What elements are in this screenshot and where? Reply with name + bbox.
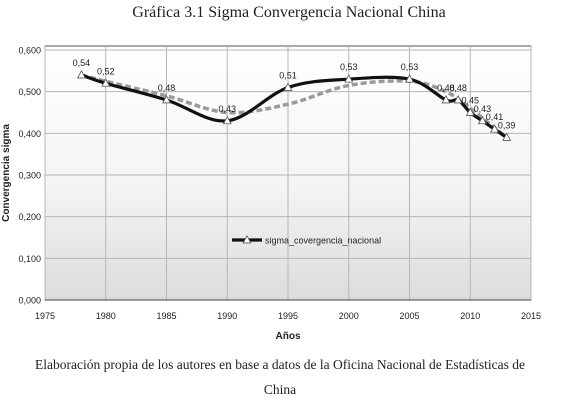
y-tick-label: 0,200: [18, 212, 41, 222]
y-tick-label: 0,500: [18, 87, 41, 97]
x-axis-label: Años: [276, 331, 301, 342]
data-labels: 0,540,520,480,430,510,53 0,530,480,480,45…: [73, 58, 516, 131]
data-point-marker: [162, 94, 171, 104]
line-chart: 0,000 0,100 0,200 0,300 0,400 0,500 0,600 1975 1…: [1, 45, 541, 342]
x-tick-label: 1990: [217, 311, 237, 321]
data-label: 0,51: [279, 71, 297, 81]
data-label: 0,39: [498, 121, 516, 131]
data-point-marker: [502, 132, 512, 141]
chart-title: Gráfica 3.1 Sigma Convergencia Nacional …: [132, 4, 446, 21]
y-axis-label: Convergencia sigma: [1, 124, 12, 222]
y-tick-label: 0,300: [18, 171, 41, 181]
data-point-marker: [77, 69, 86, 79]
data-point-marker: [441, 94, 451, 104]
data-point-marker: [101, 78, 111, 87]
series-line: [77, 69, 512, 141]
data-label: 0,48: [437, 83, 455, 93]
data-label: 0,54: [73, 58, 91, 68]
legend-label: sigma_covergencia_nacional: [265, 236, 381, 246]
data-label: 0,48: [449, 83, 467, 93]
x-tick-label: 1985: [156, 311, 176, 321]
x-tick-label: 1995: [278, 311, 298, 321]
y-tick-label: 0,600: [18, 46, 41, 56]
data-label: 0,45: [461, 96, 479, 106]
data-point-marker: [283, 82, 293, 91]
data-point-marker: [453, 94, 463, 104]
x-tick-label: 1980: [96, 311, 116, 321]
source-line-1: Elaboración propia de los autores en bas…: [35, 357, 525, 372]
data-label: 0,41: [486, 112, 504, 122]
legend-marker: [242, 234, 252, 244]
legend: sigma_covergencia_nacional: [232, 234, 381, 246]
data-label: 0,43: [474, 104, 492, 114]
x-tick-label: 1975: [35, 311, 55, 321]
data-label: 0,48: [158, 83, 176, 93]
y-tick-label: 0,100: [18, 254, 41, 264]
data-point-marker: [222, 115, 232, 125]
y-tick-label: 0,000: [18, 296, 41, 306]
gridlines: [44, 46, 532, 301]
data-label: 0,53: [340, 62, 358, 72]
y-tick-label: 0,400: [18, 129, 41, 139]
axes: 0,000 0,100 0,200 0,300 0,400 0,500 0,600 1975 1…: [18, 46, 541, 322]
data-point-marker: [490, 124, 499, 133]
source-note: Elaboración propia de los autores en bas…: [0, 352, 560, 402]
x-tick-label: 2000: [339, 311, 359, 321]
data-label: 0,52: [97, 66, 115, 76]
x-tick-label: 2015: [521, 311, 541, 321]
data-point-marker: [344, 74, 354, 83]
source-line-2: China: [263, 382, 297, 397]
x-tick-label: 2005: [399, 311, 419, 321]
data-point-marker: [477, 115, 487, 125]
data-label: 0,43: [218, 104, 236, 114]
data-label: 0,53: [401, 62, 419, 72]
data-point-marker: [465, 107, 475, 116]
x-tick-label: 2010: [460, 311, 480, 321]
data-point-marker: [405, 74, 414, 83]
